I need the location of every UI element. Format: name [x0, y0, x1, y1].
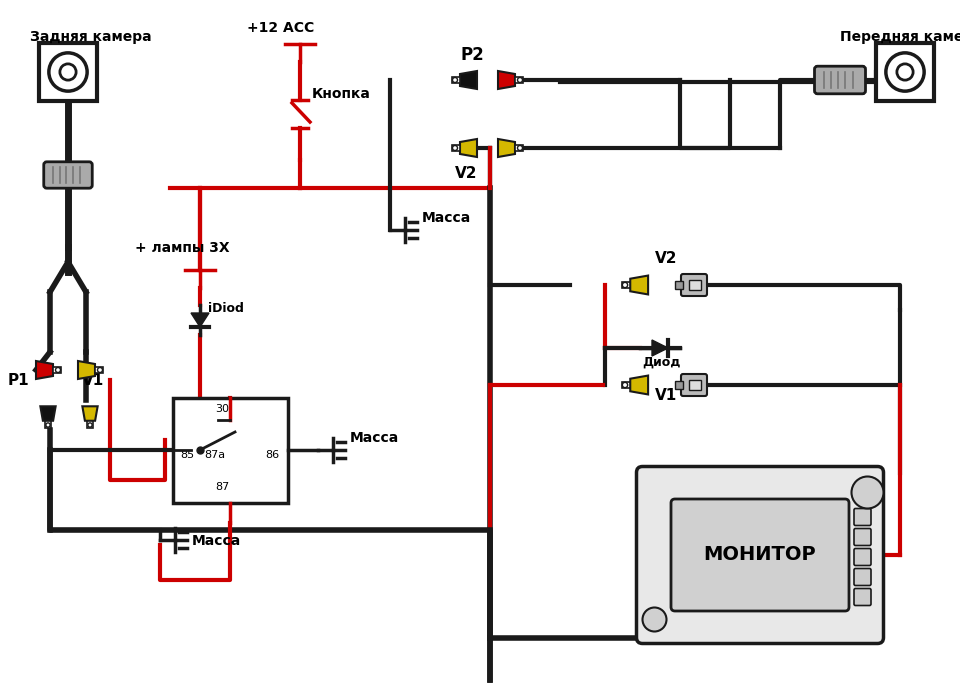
Circle shape — [56, 368, 60, 372]
Polygon shape — [460, 71, 477, 89]
Bar — [689, 380, 701, 390]
Polygon shape — [631, 276, 648, 295]
FancyBboxPatch shape — [854, 549, 871, 566]
Bar — [45, 421, 51, 428]
Text: Масса: Масса — [349, 431, 398, 445]
Bar — [53, 367, 61, 373]
Text: V2: V2 — [655, 251, 678, 266]
Circle shape — [642, 608, 666, 631]
Circle shape — [886, 53, 924, 91]
Bar — [452, 145, 460, 151]
Polygon shape — [498, 139, 515, 157]
Circle shape — [452, 78, 458, 83]
Circle shape — [46, 423, 50, 427]
Polygon shape — [83, 406, 98, 421]
Bar — [675, 381, 683, 389]
Bar — [95, 367, 103, 373]
Text: 85: 85 — [180, 450, 195, 460]
Polygon shape — [78, 361, 95, 379]
FancyBboxPatch shape — [681, 374, 707, 396]
FancyBboxPatch shape — [44, 162, 92, 188]
FancyBboxPatch shape — [854, 508, 871, 526]
Text: 30: 30 — [215, 403, 229, 414]
Bar — [515, 145, 523, 151]
Bar — [87, 421, 92, 428]
Polygon shape — [652, 340, 668, 356]
Bar — [452, 77, 460, 83]
Circle shape — [852, 477, 883, 508]
Circle shape — [897, 64, 913, 80]
Text: P1: P1 — [8, 373, 30, 388]
Polygon shape — [460, 139, 477, 157]
FancyBboxPatch shape — [854, 528, 871, 545]
Polygon shape — [498, 71, 515, 89]
Bar — [173, 398, 287, 503]
Text: Задняя камера: Задняя камера — [30, 30, 152, 44]
Circle shape — [88, 423, 92, 427]
Polygon shape — [40, 406, 56, 421]
Bar — [622, 282, 631, 288]
FancyBboxPatch shape — [854, 568, 871, 585]
Circle shape — [517, 78, 522, 83]
FancyBboxPatch shape — [671, 499, 849, 611]
Bar — [675, 281, 683, 289]
Circle shape — [622, 382, 628, 388]
Text: МОНИТОР: МОНИТОР — [704, 545, 816, 564]
Text: Кнопка: Кнопка — [312, 87, 371, 101]
Text: Масса: Масса — [192, 534, 241, 548]
Circle shape — [622, 282, 628, 288]
Text: 86: 86 — [265, 450, 279, 460]
Circle shape — [60, 64, 76, 80]
Text: Диод: Диод — [642, 356, 681, 369]
FancyBboxPatch shape — [636, 466, 883, 643]
Text: P2: P2 — [460, 46, 484, 64]
Bar — [39, 43, 97, 101]
FancyBboxPatch shape — [854, 589, 871, 606]
Text: V2: V2 — [455, 166, 477, 181]
Circle shape — [452, 146, 458, 150]
Polygon shape — [631, 375, 648, 395]
Circle shape — [98, 368, 103, 372]
Bar — [876, 43, 934, 101]
Text: 87a: 87a — [204, 450, 226, 460]
Polygon shape — [36, 361, 53, 379]
Bar — [515, 77, 523, 83]
Text: +12 ACC: +12 ACC — [247, 21, 314, 35]
Bar — [622, 382, 631, 388]
Text: iDiod: iDiod — [208, 302, 244, 315]
Bar — [689, 280, 701, 290]
Text: Масса: Масса — [422, 211, 471, 225]
Circle shape — [49, 53, 87, 91]
Polygon shape — [191, 313, 209, 327]
Text: V1: V1 — [82, 373, 105, 388]
Text: + лампы 3Х: + лампы 3Х — [135, 241, 229, 255]
Text: Передняя камера: Передняя камера — [840, 30, 960, 44]
Circle shape — [517, 146, 522, 150]
Text: V1: V1 — [655, 388, 677, 403]
FancyBboxPatch shape — [681, 274, 707, 296]
Text: 87: 87 — [215, 482, 229, 493]
FancyBboxPatch shape — [814, 66, 866, 94]
